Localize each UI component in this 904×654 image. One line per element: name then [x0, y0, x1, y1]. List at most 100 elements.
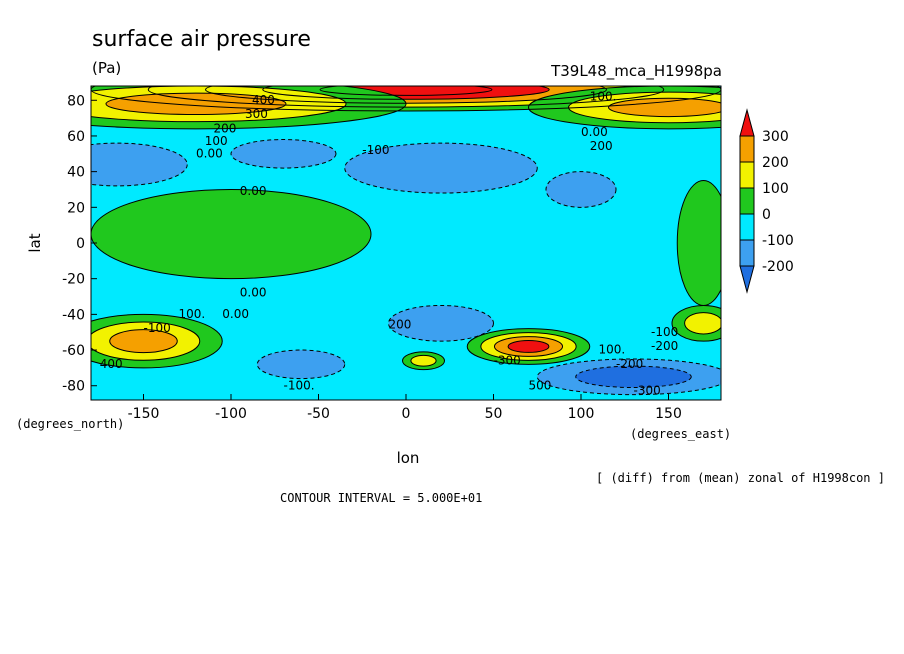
- contour-label: 100.: [179, 307, 206, 321]
- anomaly-band: [684, 312, 721, 334]
- contour-line: [410, 354, 437, 367]
- contour-line: [480, 332, 577, 361]
- colorbar-swatch: [739, 161, 755, 189]
- y-tick-label: -40: [62, 307, 85, 323]
- x-tick-label: -100: [215, 406, 247, 422]
- contour-line: [671, 304, 721, 342]
- contour-line: [91, 86, 721, 112]
- x-tick-label: 100: [568, 406, 595, 422]
- colorbar-arrow-bottom: [739, 265, 755, 294]
- anomaly-band: [109, 329, 178, 353]
- y-axis: 80 60 40 20 0 -20 -40 -60 -80: [62, 93, 97, 395]
- contour-line: [91, 142, 188, 187]
- y-tick-label: 0: [76, 236, 85, 252]
- contour-label: 500: [529, 378, 552, 392]
- contour-line: [507, 340, 550, 353]
- contour-line: [230, 139, 337, 169]
- anomaly-band: [677, 180, 721, 306]
- colorbar-swatch: [739, 135, 755, 163]
- colorbar-label: 300: [762, 129, 789, 145]
- contour-label: 200: [590, 139, 613, 153]
- colorbar-label: -200: [762, 259, 794, 275]
- y-tick-label: -80: [62, 379, 85, 395]
- y-units-label: (degrees_north): [16, 417, 124, 431]
- contour-line: [684, 312, 721, 335]
- contour-label: 400: [100, 357, 123, 371]
- contour-label: 400: [252, 93, 275, 107]
- contour-line: [109, 329, 178, 354]
- x-axis: -150 -100 -50 0 50 100 150: [128, 394, 682, 422]
- anomaly-band: [388, 305, 494, 342]
- x-tick-label: 150: [655, 406, 682, 422]
- contour-line: [91, 86, 407, 130]
- anomaly-band: [344, 143, 538, 194]
- anomaly-band: [608, 98, 721, 117]
- y-axis-label: lat: [26, 233, 44, 252]
- colorbar-swatch: [739, 187, 755, 215]
- contour-label: 0.00: [196, 146, 223, 160]
- anomaly-band: [257, 350, 345, 379]
- contour-label: 200: [389, 318, 412, 332]
- contour-line: [256, 349, 346, 380]
- colorbar-label: 200: [762, 155, 789, 171]
- anomaly-band: [231, 139, 336, 169]
- contour-line: [575, 365, 692, 389]
- footnote: [ (diff) from (mean) zonal of H1998con ]: [596, 471, 885, 485]
- contour-label: -100: [651, 325, 678, 339]
- y-tick-label: 60: [67, 129, 85, 145]
- contour-label: -100: [144, 321, 171, 335]
- contour-lines: [91, 86, 721, 396]
- contour-line: [545, 171, 617, 208]
- contour-label: -100: [362, 143, 389, 157]
- contour-line: [91, 313, 223, 369]
- contour-line: [262, 86, 550, 100]
- contour-line: [402, 351, 445, 371]
- x-axis-label: lon: [397, 449, 420, 467]
- colorbar-arrow-top: [739, 108, 755, 137]
- x-tick-label: -50: [307, 406, 330, 422]
- contour-line: [319, 86, 493, 96]
- colorbar: 300 200 100 0 -100 -200: [739, 108, 794, 294]
- contour-interval: CONTOUR INTERVAL = 5.000E+01: [280, 491, 482, 505]
- contour-line: [344, 142, 538, 194]
- anomaly-band: [410, 355, 437, 367]
- anomaly-band: [575, 366, 692, 388]
- contour-label: -200: [651, 339, 678, 353]
- colorbar-label: 0: [762, 207, 771, 223]
- contour-label: 0.00: [240, 184, 267, 198]
- y-tick-label: 40: [67, 165, 85, 181]
- contour-label: -200: [616, 357, 643, 371]
- contour-line: [466, 328, 591, 365]
- contour-line: [91, 321, 201, 361]
- contour-line: [493, 336, 564, 357]
- x-units-label: (degrees_east): [630, 427, 731, 441]
- contour-line: [568, 91, 721, 124]
- anomaly-band: [508, 340, 549, 353]
- contour-label: -300: [634, 384, 661, 398]
- colorbar-swatch: [739, 239, 755, 267]
- contour-label: 200: [214, 121, 237, 135]
- y-tick-label: -60: [62, 343, 85, 359]
- contour-line: [608, 97, 721, 118]
- contour-line: [91, 86, 347, 123]
- colorbar-label: -100: [762, 233, 794, 249]
- anomaly-band: [106, 93, 286, 115]
- units-label: (Pa): [92, 59, 121, 77]
- contour-line: [536, 358, 721, 396]
- anomaly-band: [546, 171, 616, 208]
- y-tick-label: 80: [67, 93, 85, 109]
- x-tick-label: 0: [402, 406, 411, 422]
- contour-line: [528, 86, 721, 130]
- contour-label: 300: [245, 107, 268, 121]
- contour-line: [91, 188, 372, 280]
- contour-line: [388, 304, 494, 342]
- colorbar-label: 100: [762, 181, 789, 197]
- contour-label: 0.00: [240, 286, 267, 300]
- contour-line: [147, 86, 665, 108]
- y-tick-label: 20: [67, 200, 85, 216]
- contour-label: 0.00: [581, 125, 608, 139]
- contour-label: 0.00: [222, 307, 249, 321]
- contour-label: 100.: [599, 343, 626, 357]
